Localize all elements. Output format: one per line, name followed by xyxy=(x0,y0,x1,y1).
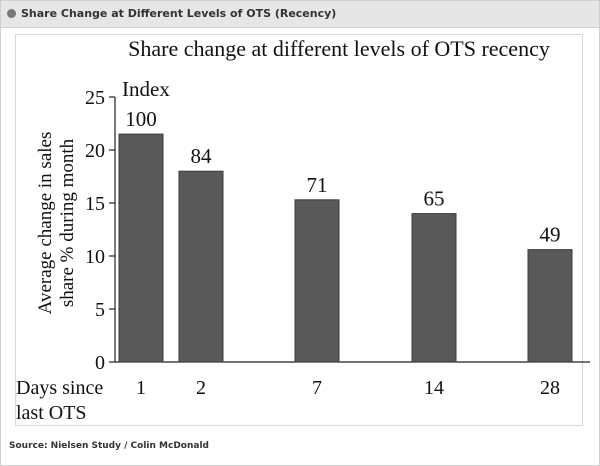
index-label: Index xyxy=(122,77,170,101)
bar-1 xyxy=(118,133,164,363)
chart-title: Share change at different levels of OTS … xyxy=(128,36,550,61)
x-tick-label-7: 7 xyxy=(312,377,322,399)
x-axis-label-line1: Days since xyxy=(16,377,103,399)
widget-title: Share Change at Different Levels of OTS … xyxy=(21,7,337,20)
y-tick-label: 15 xyxy=(85,193,105,215)
bar-2 xyxy=(178,170,224,363)
y-axis-label-line2: share % during month xyxy=(57,138,78,307)
widget-header: Share Change at Different Levels of OTS … xyxy=(1,1,599,28)
x-tick-label-2: 2 xyxy=(196,377,206,399)
data-label-2: 84 xyxy=(191,144,213,168)
y-axis-label: Average change in sales xyxy=(35,132,56,315)
y-tick-label: 10 xyxy=(85,246,105,268)
data-label-1: 100 xyxy=(125,107,157,131)
x-axis-label-line2: last OTS xyxy=(16,402,87,424)
bar-7 xyxy=(294,199,340,363)
x-tick-label-14: 14 xyxy=(424,377,444,399)
bar-14 xyxy=(411,213,457,363)
y-tick-label: 0 xyxy=(95,352,105,374)
y-tick-label: 25 xyxy=(85,87,105,109)
y-axis: 0 5 10 15 20 25 xyxy=(85,87,590,374)
x-tick-label-1: 1 xyxy=(136,377,146,399)
data-label-28: 49 xyxy=(540,223,561,247)
bars-group: 100 1 84 2 71 7 65 14 49 28 xyxy=(118,107,573,399)
bullet-icon xyxy=(7,9,16,18)
data-label-14: 65 xyxy=(424,187,445,211)
y-tick-label: 20 xyxy=(85,140,105,162)
x-tick-label-28: 28 xyxy=(540,377,560,399)
bar-28 xyxy=(527,249,573,363)
y-tick-label: 5 xyxy=(95,299,105,321)
data-label-7: 71 xyxy=(307,173,328,197)
source-note: Source: Nielsen Study / Colin McDonald xyxy=(9,441,209,451)
